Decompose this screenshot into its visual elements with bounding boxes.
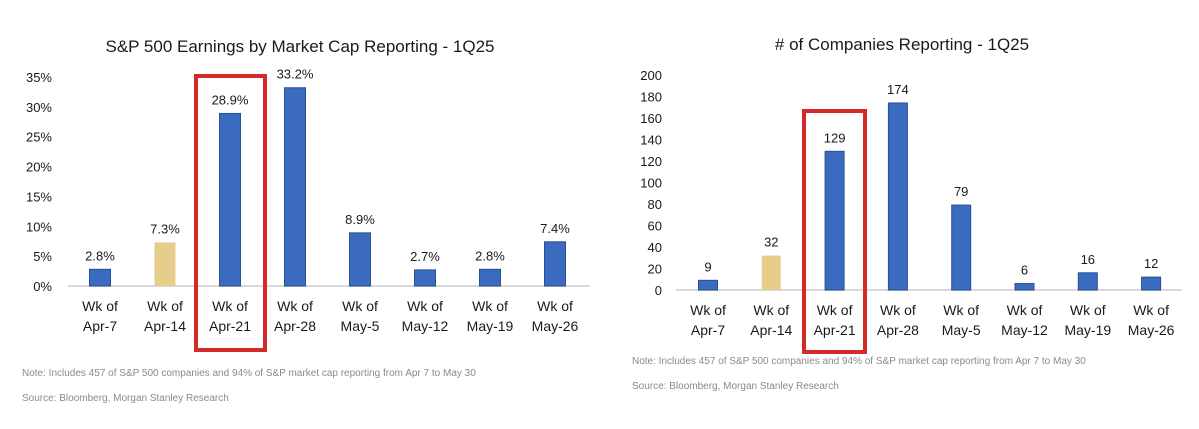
- data-label: 129: [824, 130, 846, 145]
- x-tick-label: Wk of: [1007, 302, 1043, 318]
- data-label: 7.4%: [540, 221, 570, 236]
- x-tick-label: Wk of: [212, 298, 248, 314]
- x-tick-label: May-5: [942, 322, 981, 338]
- bar-may-26: [1141, 276, 1162, 291]
- x-tick-label: Wk of: [1133, 302, 1169, 318]
- bar-may-26: [544, 241, 566, 287]
- data-label: 2.8%: [475, 248, 505, 263]
- y-tick-label: 10%: [26, 219, 52, 234]
- x-tick-label: Apr-28: [274, 318, 316, 334]
- data-label: 7.3%: [150, 221, 180, 236]
- y-tick-label: 30%: [26, 100, 52, 115]
- y-tick-label: 25%: [26, 130, 52, 145]
- x-tick-label: Wk of: [277, 298, 313, 314]
- y-tick-label: 0%: [33, 279, 52, 294]
- chart-note: Note: Includes 457 of S&P 500 companies …: [632, 356, 1086, 367]
- x-tick-label: May-26: [532, 318, 579, 334]
- bar-apr-21: [824, 150, 845, 291]
- x-tick-label: May-12: [402, 318, 449, 334]
- y-tick-label: 100: [640, 176, 662, 191]
- highlight-box: [802, 109, 867, 354]
- chart-source: Source: Bloomberg, Morgan Stanley Resear…: [22, 393, 229, 404]
- y-tick-label: 80: [648, 197, 662, 212]
- chart-source: Source: Bloomberg, Morgan Stanley Resear…: [632, 381, 839, 392]
- data-label: 16: [1081, 252, 1095, 267]
- data-label: 28.9%: [212, 92, 249, 107]
- bar-apr-7: [89, 268, 111, 287]
- bar-apr-28: [284, 87, 306, 287]
- x-tick-label: May-26: [1128, 322, 1175, 338]
- data-label: 32: [764, 235, 778, 250]
- x-tick-label: Wk of: [537, 298, 573, 314]
- data-label: 174: [887, 82, 909, 97]
- x-tick-label: Apr-7: [83, 318, 117, 334]
- x-tick-label: May-19: [467, 318, 514, 334]
- data-label: 2.8%: [85, 248, 115, 263]
- data-label: 2.7%: [410, 249, 440, 264]
- data-label: 8.9%: [345, 212, 375, 227]
- x-tick-label: Wk of: [147, 298, 183, 314]
- earnings-by-market-cap-chart: S&P 500 Earnings by Market Cap Reporting…: [22, 37, 590, 404]
- data-label: 9: [704, 259, 711, 274]
- highlight-box: [194, 74, 267, 352]
- chart-title: # of Companies Reporting - 1Q25: [775, 35, 1029, 54]
- y-tick-label: 180: [640, 90, 662, 105]
- x-tick-label: Apr-14: [144, 318, 186, 334]
- bar-may-19: [1077, 272, 1098, 291]
- x-tick-label: Wk of: [690, 302, 726, 318]
- x-tick-label: Apr-28: [877, 322, 919, 338]
- x-tick-label: Apr-14: [750, 322, 792, 338]
- x-tick-label: Apr-21: [209, 318, 251, 334]
- y-tick-label: 40: [648, 240, 662, 255]
- x-tick-label: Apr-7: [691, 322, 725, 338]
- bar-may-19: [479, 268, 501, 287]
- x-tick-label: May-12: [1001, 322, 1048, 338]
- bar-may-5: [951, 204, 972, 291]
- x-tick-label: Wk of: [943, 302, 979, 318]
- x-tick-label: Wk of: [753, 302, 789, 318]
- data-label: 12: [1144, 256, 1158, 271]
- bar-may-12: [414, 269, 436, 287]
- bar-apr-14: [154, 242, 176, 286]
- x-tick-label: May-19: [1064, 322, 1111, 338]
- y-tick-label: 0: [655, 283, 662, 298]
- x-tick-label: Apr-21: [814, 322, 856, 338]
- y-tick-label: 140: [640, 133, 662, 148]
- x-tick-label: Wk of: [407, 298, 443, 314]
- bar-may-5: [349, 232, 371, 287]
- y-tick-label: 20%: [26, 160, 52, 175]
- x-tick-label: Wk of: [82, 298, 118, 314]
- bar-apr-21: [219, 112, 241, 287]
- data-label: 33.2%: [277, 67, 314, 82]
- x-tick-label: May-5: [341, 318, 380, 334]
- bar-apr-7: [698, 279, 718, 291]
- x-tick-label: Wk of: [880, 302, 916, 318]
- bar-apr-14: [761, 255, 781, 290]
- x-tick-label: Wk of: [472, 298, 508, 314]
- data-label: 6: [1021, 263, 1028, 278]
- chart-title: S&P 500 Earnings by Market Cap Reporting…: [105, 37, 494, 56]
- y-tick-label: 160: [640, 111, 662, 126]
- y-tick-label: 120: [640, 154, 662, 169]
- y-tick-label: 15%: [26, 189, 52, 204]
- bar-apr-28: [887, 102, 908, 291]
- x-tick-label: Wk of: [342, 298, 378, 314]
- x-tick-label: Wk of: [1070, 302, 1106, 318]
- y-tick-label: 200: [640, 68, 662, 83]
- data-label: 79: [954, 184, 968, 199]
- bar-may-12: [1014, 283, 1035, 291]
- companies-reporting-chart: # of Companies Reporting - 1Q25 Note: In…: [632, 35, 1182, 392]
- x-tick-label: Wk of: [817, 302, 853, 318]
- y-tick-label: 5%: [33, 249, 52, 264]
- y-tick-label: 60: [648, 219, 662, 234]
- y-tick-label: 20: [648, 262, 662, 277]
- y-tick-label: 35%: [26, 70, 52, 85]
- chart-note: Note: Includes 457 of S&P 500 companies …: [22, 368, 476, 379]
